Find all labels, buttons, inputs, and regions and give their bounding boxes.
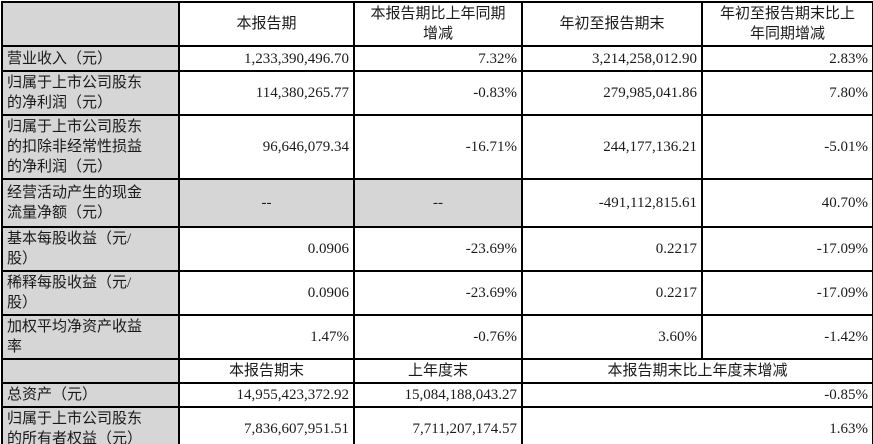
value-cell: 1.47% [178,314,355,360]
value-cell: -17.09% [701,226,873,272]
value-cell: 40.70% [701,178,873,228]
value-cell: 0.0906 [178,226,355,272]
value-cell: 0.2217 [521,226,703,272]
value-cell: 279,985,041.86 [521,70,703,116]
value-cell: 1.63% [521,406,873,444]
table-row-diluted-eps: 稀释每股收益（元/ 股） 0.0906 -23.69% 0.2217 -17.0… [1,270,873,316]
value-cell: 15,084,188,043.27 [353,382,523,408]
table-row-net-profit-excl-nonrecurring: 归属于上市公司股东 的扣除非经常性损益 的净利润（元） 96,646,079.3… [1,114,873,180]
table-row-total-assets: 总资产（元） 14,955,423,372.92 15,084,188,043.… [1,382,873,408]
table-row-owners-equity: 归属于上市公司股东 的所有者权益（元） 7,836,607,951.51 7,7… [1,406,873,444]
row-label: 归属于上市公司股东 的扣除非经常性损益 的净利润（元） [1,114,180,180]
value-cell: -1.42% [701,314,873,360]
value-cell: 96,646,079.34 [178,114,355,180]
table-row-operating-cash-flow: 经营活动产生的现金 流量净额（元） -- -- -491,112,815.61 … [1,178,873,228]
header-row-bottom: 本报告期末 上年度末 本报告期末比上年度末增减 [1,358,873,384]
value-cell: 244,177,136.21 [521,114,703,180]
value-cell: 114,380,265.77 [178,70,355,116]
col-header-end-of-period: 本报告期末 [178,358,355,384]
value-cell: 7.80% [701,70,873,116]
row-label: 营业收入（元） [1,45,180,72]
col-header-end-of-last-year: 上年度末 [353,358,523,384]
row-label: 归属于上市公司股东 的所有者权益（元） [1,406,180,444]
value-cell: -0.83% [353,70,523,116]
col-header-yoy-change: 本报告期比上年同期 增减 [353,1,523,47]
value-cell: 1,233,390,496.70 [178,45,355,72]
value-cell: -17.09% [701,270,873,316]
value-cell: 0.2217 [521,270,703,316]
col-header-current-period: 本报告期 [178,1,355,47]
row-label: 归属于上市公司股东 的净利润（元） [1,70,180,116]
value-cell: 14,955,423,372.92 [178,382,355,408]
row-label: 基本每股收益（元/ 股） [1,226,180,272]
col-header-change-vs-last-year-end: 本报告期末比上年度末增减 [521,358,873,384]
table-row-operating-revenue: 营业收入（元） 1,233,390,496.70 7.32% 3,214,258… [1,45,873,72]
value-cell: 3.60% [521,314,703,360]
value-cell-not-applicable: -- [178,178,355,228]
value-cell: -0.85% [521,382,873,408]
value-cell: -23.69% [353,270,523,316]
value-cell: 7,711,207,174.57 [353,406,523,444]
col-header-ytd-yoy-change: 年初至报告期末比上 年同期增减 [701,1,873,47]
value-cell: 7.32% [353,45,523,72]
row-label: 稀释每股收益（元/ 股） [1,270,180,316]
value-cell: -23.69% [353,226,523,272]
value-cell: 2.83% [701,45,873,72]
value-cell: 3,214,258,012.90 [521,45,703,72]
value-cell-not-applicable: -- [353,178,523,228]
value-cell: -5.01% [701,114,873,180]
table-row-net-profit: 归属于上市公司股东 的净利润（元） 114,380,265.77 -0.83% … [1,70,873,116]
value-cell: 7,836,607,951.51 [178,406,355,444]
table-row-weighted-avg-roe: 加权平均净资产收益 率 1.47% -0.76% 3.60% -1.42% [1,314,873,360]
value-cell: -16.71% [353,114,523,180]
table-row-basic-eps: 基本每股收益（元/ 股） 0.0906 -23.69% 0.2217 -17.0… [1,226,873,272]
value-cell: -0.76% [353,314,523,360]
header-row-top: 本报告期 本报告期比上年同期 增减 年初至报告期末 年初至报告期末比上 年同期增… [1,1,873,47]
row-label: 加权平均净资产收益 率 [1,314,180,360]
row-label: 经营活动产生的现金 流量净额（元） [1,178,180,228]
value-cell: -491,112,815.61 [521,178,703,228]
row-label: 总资产（元） [1,382,180,408]
value-cell: 0.0906 [178,270,355,316]
corner-cell [1,358,180,384]
corner-cell [1,1,180,47]
col-header-ytd: 年初至报告期末 [521,1,703,47]
